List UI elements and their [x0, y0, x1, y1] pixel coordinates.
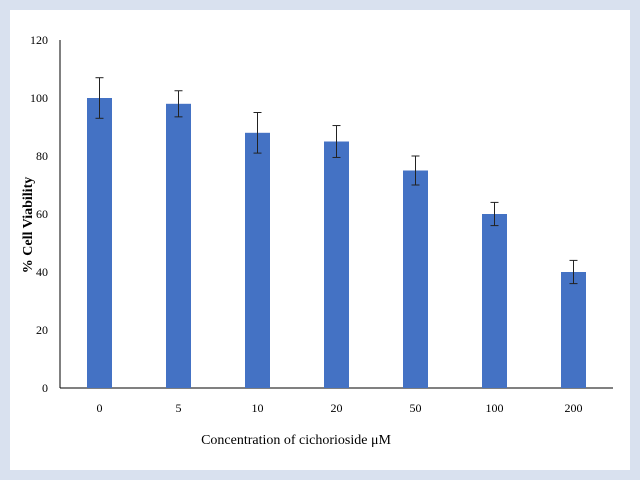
bar [245, 132, 270, 388]
x-tick-label: 0 [97, 401, 103, 415]
bar [324, 141, 349, 388]
bar [482, 214, 507, 388]
y-tick-label: 100 [30, 91, 48, 105]
y-tick-label: 0 [42, 381, 48, 395]
y-tick-label: 40 [36, 265, 48, 279]
x-tick-label: 200 [565, 401, 583, 415]
bar-chart: 0 20 40 60 80 100 120 0 5 10 20 50 100 200 % Cell Vi… [21, 33, 613, 448]
bar [403, 170, 428, 388]
bar [561, 272, 586, 388]
x-axis-title: Concentration of cichorioside μM [201, 433, 391, 448]
y-tick-label: 80 [36, 149, 48, 163]
y-tick-labels: 0 20 40 60 80 100 120 [30, 33, 48, 395]
error-bars [95, 77, 578, 285]
bar [166, 103, 191, 389]
x-tick-label: 100 [486, 401, 504, 415]
x-tick-label: 5 [176, 401, 182, 415]
chart-frame: 0 20 40 60 80 100 120 0 5 10 20 50 100 200 % Cell Vi… [10, 10, 630, 470]
bars [87, 98, 586, 389]
x-tick-labels: 0 5 10 20 50 100 200 [97, 401, 583, 415]
bar [87, 98, 112, 388]
x-tick-label: 10 [252, 401, 264, 415]
y-tick-label: 120 [30, 33, 48, 47]
y-tick-label: 20 [36, 323, 48, 337]
y-axis-title: % Cell Viability [21, 177, 36, 273]
y-tick-label: 60 [36, 207, 48, 221]
x-tick-label: 50 [410, 401, 422, 415]
x-tick-label: 20 [331, 401, 343, 415]
